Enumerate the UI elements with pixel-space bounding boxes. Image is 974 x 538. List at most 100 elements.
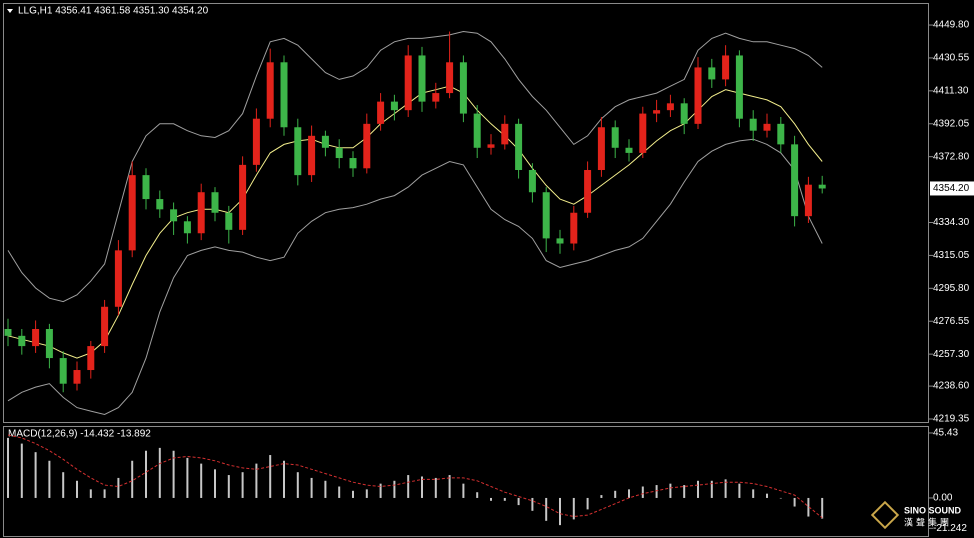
macd-bar [283,460,285,498]
macd-bar [310,477,313,498]
candle-body [432,93,440,102]
macd-bar [600,495,603,498]
candle-body [418,55,426,102]
macd-bar [614,490,617,498]
candle-body [45,328,53,359]
candle-body [501,123,509,145]
macd-bar [641,486,644,498]
y-tick-label: 4430.55 [933,53,970,64]
candle-body [377,101,385,124]
y-tick-label: 4449.80 [933,20,970,31]
candle-body [459,62,467,114]
macd-bar [655,485,658,498]
candle-body [735,55,743,119]
macd-bar [586,497,589,510]
macd-bar [7,437,9,498]
macd-bar [379,483,382,498]
watermark-en: SINO SOUND [904,505,962,515]
macd-bar [545,497,548,521]
candle-body [791,144,799,217]
candle-body [653,110,661,114]
macd-bar [352,490,354,498]
macd-bar [476,492,479,498]
candle-body [225,212,233,230]
macd-bar [296,472,299,498]
macd-bar [669,483,672,498]
candle-body [308,135,316,176]
candle-body [639,113,647,153]
candle-body [114,250,122,307]
macd-bar [103,489,106,498]
candle-body [239,164,247,230]
candle-body [294,127,302,176]
candle-body [584,170,592,213]
candle-body [363,123,371,169]
candle-body [473,113,481,148]
macd-bar [227,475,230,498]
y-tick-label: 4238.60 [933,381,970,392]
macd-bar [131,460,134,498]
macd-bar [407,475,410,498]
macd-bar [683,485,686,498]
macd-bar [779,497,782,499]
candle-body [515,123,523,171]
macd-bar [255,463,258,498]
candle-body [18,335,26,347]
logo [870,500,900,530]
candle-body [183,221,191,234]
candle-body [680,103,688,124]
candle-body [487,144,495,148]
macd-bar [269,455,272,498]
price-frame [3,3,929,423]
indicator-line [7,30,823,303]
macd-bar [559,497,561,526]
macd-bar [20,443,23,498]
macd-bar [48,460,51,498]
candle-body [542,192,550,239]
macd-bar [531,497,534,511]
watermark-zh: 漢聲集團 [904,516,952,527]
macd-bar [766,493,768,498]
macd-bar [490,497,492,501]
y-tick-label: 4372.80 [933,151,970,162]
candle-body [749,118,757,131]
candle-body [694,67,702,124]
macd-bar [89,489,92,498]
candle-body [570,212,578,244]
macd-bar [697,480,699,498]
y-tick-label: 4295.80 [933,283,970,294]
y-tick-label: 4219.35 [933,414,970,425]
candle-body [349,158,357,169]
y-tick-label: 4276.55 [933,316,970,327]
candle-body [59,358,67,384]
y-tick-label: 4257.30 [933,349,970,360]
macd-bar [158,447,161,498]
candle-body [763,123,771,131]
macd-bar [76,480,78,498]
macd-bar [628,489,630,498]
candle-body [722,55,730,80]
price-label: 4354.20 [933,183,970,194]
macd-bar [393,480,396,498]
macd-title: MACD(12,26,9) -14.432 -13.892 [8,429,151,440]
candle-body [777,123,785,145]
candle-body [156,199,164,210]
candle-body [4,328,12,336]
candle-body [804,184,812,217]
candle-body [556,238,564,244]
y-tick-label: 4315.05 [933,250,970,261]
watermark: SINO SOUND 漢聲集團 [870,500,962,530]
macd-bar [338,486,341,498]
chart-title: LLG,H1 4356.41 4361.58 4351.30 4354.20 [18,6,209,17]
candle-body [611,127,619,148]
signal-line [7,434,823,519]
macd-bar [186,457,189,498]
candle-body [597,127,605,171]
y-tick-label: -21.242 [933,523,967,534]
y-tick-label: 4411.30 [933,85,969,96]
y-tick-label: 4392.05 [933,118,970,129]
macd-bar [241,472,244,498]
candle-body [446,62,454,94]
